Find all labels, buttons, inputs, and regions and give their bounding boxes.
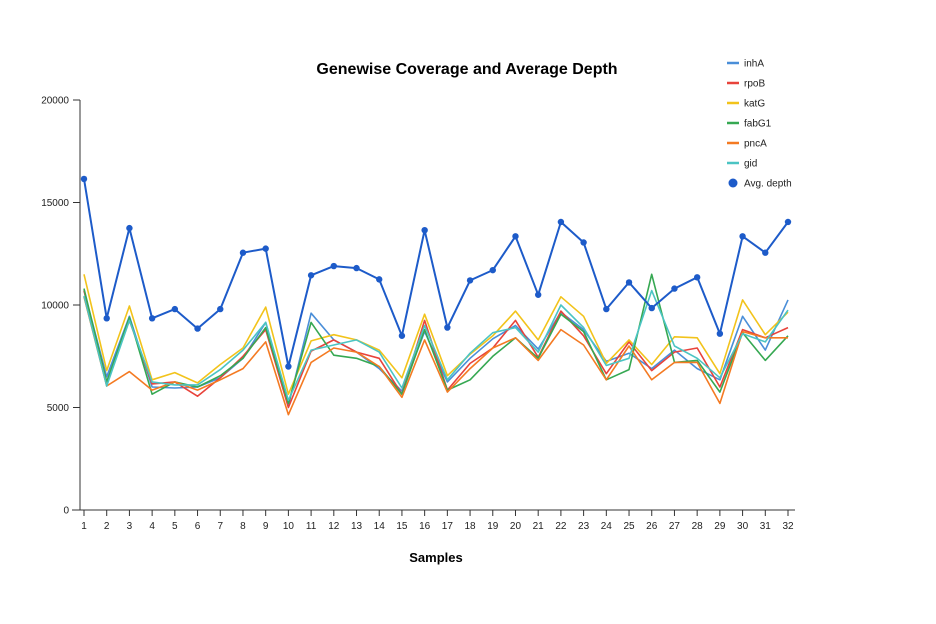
avg-depth-point	[353, 264, 360, 272]
avg-depth-point	[557, 218, 565, 226]
avg-depth-point	[239, 249, 247, 256]
legend-item-fabg1[interactable]: fabG1	[727, 119, 772, 130]
legend-item-pnca[interactable]: pncA	[727, 139, 767, 150]
x-tick-label: 17	[442, 521, 454, 532]
x-tick-label: 11	[306, 521, 317, 532]
avg-depth-point	[466, 277, 474, 284]
avg-depth-point	[262, 245, 269, 252]
y-tick-label: 20000	[41, 96, 69, 107]
avg-depth-point	[693, 274, 701, 281]
legend-label: Avg. depth	[744, 179, 792, 190]
avg-depth-point	[126, 224, 133, 232]
legend-label: katG	[744, 99, 765, 110]
x-tick-label: 22	[555, 521, 567, 532]
series-line-pnca	[83, 296, 788, 416]
avg-depth-point	[625, 279, 633, 286]
x-tick-label: 12	[328, 521, 340, 532]
legend-label: gid	[744, 159, 757, 170]
x-tick-label: 20	[510, 521, 522, 532]
avg-depth-point	[739, 233, 746, 240]
avg-depth-point	[285, 363, 292, 370]
y-tick-label: 15000	[41, 198, 69, 209]
avg-depth-point	[648, 304, 655, 312]
avg-depth-point	[603, 305, 610, 313]
avg-depth-point	[489, 266, 496, 274]
x-tick-label: 14	[374, 521, 386, 532]
x-tick-label: 9	[263, 521, 269, 532]
avg-depth-point	[330, 262, 338, 270]
x-tick-label: 13	[351, 521, 363, 532]
chart-title: Genewise Coverage and Average Depth	[316, 61, 617, 78]
series-line-rpob	[83, 290, 789, 409]
avg-depth-point	[376, 276, 383, 283]
avg-depth-point	[671, 285, 678, 292]
x-tick-label: 19	[487, 521, 499, 532]
series-line-gid	[83, 289, 789, 402]
legend-item-gid[interactable]: gid	[727, 159, 757, 170]
avg-depth-point	[103, 315, 110, 322]
legend-item-avg-depth[interactable]: Avg. depth	[728, 178, 792, 190]
x-tick-label: 31	[760, 521, 772, 532]
series-line-inha	[83, 290, 789, 407]
avg-depth-point	[194, 325, 201, 332]
x-tick-label: 7	[217, 521, 223, 532]
x-tick-label: 16	[419, 521, 431, 532]
avg-depth-point	[421, 226, 428, 234]
avg-depth-point	[534, 291, 542, 298]
legend-label: inhA	[744, 59, 764, 70]
x-tick-label: 18	[465, 521, 477, 532]
avg-depth-point	[762, 249, 769, 256]
legend-item-rpob[interactable]: rpoB	[727, 79, 765, 90]
avg-depth-point	[307, 272, 315, 279]
avg-depth-point	[80, 175, 88, 183]
x-tick-label: 27	[669, 521, 681, 532]
series-layer	[80, 175, 792, 416]
x-tick-label: 10	[283, 521, 295, 532]
legend-label: rpoB	[744, 79, 765, 90]
avg-depth-point	[512, 233, 519, 240]
x-tick-label: 5	[172, 521, 178, 532]
x-tick-label: 1	[81, 521, 87, 532]
x-tick-label: 4	[149, 521, 155, 532]
x-tick-label: 15	[396, 521, 408, 532]
avg-depth-point	[444, 324, 451, 331]
x-tick-label: 3	[127, 521, 133, 532]
x-tick-label: 29	[714, 521, 726, 532]
legend-item-inha[interactable]: inhA	[727, 59, 764, 70]
x-tick-label: 26	[646, 521, 658, 532]
series-line-katg	[83, 274, 789, 395]
x-tick-label: 30	[737, 521, 749, 532]
x-axis-title: Samples	[409, 550, 462, 565]
y-tick-label: 0	[63, 506, 69, 517]
y-tick-label: 5000	[47, 403, 70, 414]
avg-depth-point	[784, 218, 792, 226]
x-tick-label: 25	[623, 521, 635, 532]
x-tick-label: 8	[240, 521, 246, 532]
series-line-fabg1	[83, 273, 789, 405]
avg-depth-point	[716, 330, 724, 337]
x-tick-label: 2	[104, 521, 110, 532]
x-tick-label: 6	[195, 521, 201, 532]
legend-label: fabG1	[744, 119, 772, 130]
avg-depth-point	[217, 305, 224, 313]
legend-item-katg[interactable]: katG	[727, 99, 765, 110]
avg-depth-point	[580, 239, 587, 246]
avg-depth-point	[148, 315, 156, 322]
y-tick-label: 10000	[41, 301, 69, 312]
x-tick-label: 24	[601, 521, 613, 532]
x-tick-label: 32	[782, 521, 794, 532]
x-tick-label: 21	[533, 521, 545, 532]
legend: inhA rpoB katG fabG1 pncA gid Avg. depth	[727, 59, 792, 190]
avg-depth-point	[171, 305, 179, 313]
series-line-avg-depth	[83, 178, 789, 368]
x-tick-label: 23	[578, 521, 590, 532]
legend-swatch	[728, 178, 738, 188]
x-tick-label: 28	[692, 521, 704, 532]
avg-depth-point	[398, 332, 406, 339]
legend-label: pncA	[744, 139, 767, 150]
